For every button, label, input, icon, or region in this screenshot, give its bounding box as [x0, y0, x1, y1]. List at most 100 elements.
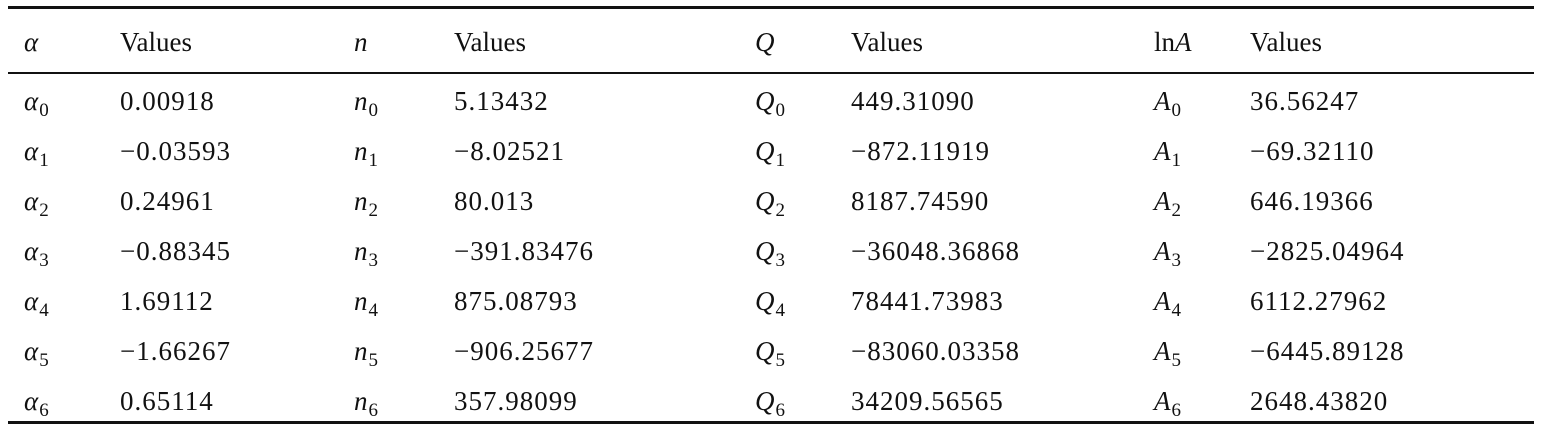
q-symbol-text: Q	[755, 236, 775, 266]
q-value-text: −872.11919	[851, 136, 990, 166]
q-value-text: 449.31090	[851, 86, 975, 116]
lna-value: −2825.04964	[1250, 226, 1404, 276]
a-symbol-text: A	[1154, 336, 1171, 366]
a-symbol-subscript: 6	[1171, 400, 1182, 421]
header-lna-var: A	[1175, 27, 1192, 57]
alpha-symbol-subscript: 5	[39, 350, 49, 371]
n-symbol-text: n	[354, 286, 368, 316]
n-value-text: −906.25677	[454, 336, 594, 366]
q-symbol: Q2	[755, 176, 785, 236]
a-symbol-text: A	[1154, 136, 1171, 166]
q-value: 34209.56565	[851, 376, 1004, 426]
alpha-value-text: 0.65114	[120, 386, 214, 416]
header-rule	[8, 72, 1534, 74]
n-symbol-subscript: 6	[368, 400, 379, 421]
alpha-symbol-subscript: 0	[39, 100, 49, 121]
lna-value-text: 6112.27962	[1250, 286, 1388, 316]
a-symbol-subscript: 5	[1171, 350, 1182, 371]
alpha-symbol-subscript: 1	[39, 150, 49, 171]
bottom-rule	[8, 421, 1534, 424]
lna-value-text: 2648.43820	[1250, 386, 1389, 416]
table-row: α1 −0.03593 n1 −8.02521 Q1 −872.11919 A1 −6…	[8, 126, 1534, 176]
alpha-value: −0.03593	[120, 126, 231, 176]
alpha-symbol-text: α	[24, 136, 39, 166]
alpha-value-text: −0.88345	[120, 236, 231, 266]
alpha-symbol: α5	[24, 326, 49, 386]
alpha-symbol-text: α	[24, 236, 39, 266]
q-symbol-text: Q	[755, 286, 775, 316]
alpha-value: 0.00918	[120, 76, 215, 126]
a-symbol-subscript: 3	[1171, 250, 1182, 271]
a-symbol: A4	[1154, 276, 1181, 336]
alpha-symbol-subscript: 3	[39, 250, 49, 271]
a-symbol-subscript: 0	[1171, 100, 1182, 121]
a-symbol-text: A	[1154, 386, 1171, 416]
alpha-value: −1.66267	[120, 326, 231, 376]
n-value: −391.83476	[454, 226, 594, 276]
q-symbol-text: Q	[755, 386, 775, 416]
q-value-text: −83060.03358	[851, 336, 1020, 366]
lna-value: 646.19366	[1250, 176, 1374, 226]
a-symbol: A6	[1154, 376, 1181, 436]
q-symbol-subscript: 6	[775, 400, 786, 421]
q-value-text: 8187.74590	[851, 186, 990, 216]
top-rule	[8, 6, 1534, 9]
q-symbol: Q1	[755, 126, 785, 186]
alpha-value-text: −1.66267	[120, 336, 231, 366]
a-symbol: A1	[1154, 126, 1181, 186]
a-symbol-subscript: 4	[1171, 300, 1182, 321]
n-symbol: n1	[354, 126, 378, 186]
n-value-text: −8.02521	[454, 136, 565, 166]
a-symbol-text: A	[1154, 236, 1171, 266]
header-alpha: α	[24, 27, 39, 57]
q-symbol-subscript: 5	[775, 350, 786, 371]
n-value-text: −391.83476	[454, 236, 594, 266]
alpha-value: 1.69112	[120, 276, 214, 326]
q-value: −36048.36868	[851, 226, 1020, 276]
header-values-1: Values	[120, 27, 192, 57]
header-lna: lnA	[1154, 14, 1192, 70]
q-symbol-subscript: 4	[775, 300, 786, 321]
n-symbol-subscript: 0	[368, 100, 379, 121]
alpha-value: 0.65114	[120, 376, 214, 426]
table-row: α6 0.65114 n6 357.98099 Q6 34209.56565 A6 2648.…	[8, 376, 1534, 426]
n-value: 80.013	[454, 176, 534, 226]
table-row: α3 −0.88345 n3 −391.83476 Q3 −36048.36868 A…	[8, 226, 1534, 276]
lna-value: −69.32110	[1250, 126, 1374, 176]
alpha-symbol-text: α	[24, 186, 39, 216]
alpha-symbol: α3	[24, 226, 49, 286]
n-symbol-text: n	[354, 136, 368, 166]
q-symbol: Q6	[755, 376, 785, 436]
q-symbol-subscript: 1	[775, 150, 786, 171]
a-symbol: A5	[1154, 326, 1181, 386]
n-symbol-text: n	[354, 86, 368, 116]
q-value-text: 78441.73983	[851, 286, 1004, 316]
alpha-value-text: 0.24961	[120, 186, 215, 216]
n-value: 875.08793	[454, 276, 578, 326]
n-symbol: n5	[354, 326, 378, 386]
alpha-symbol: α6	[24, 376, 49, 436]
a-symbol: A2	[1154, 176, 1181, 236]
q-value: −83060.03358	[851, 326, 1020, 376]
header-values-4: Values	[1250, 27, 1322, 57]
n-symbol-subscript: 2	[368, 200, 379, 221]
table-row: α4 1.69112 n4 875.08793 Q4 78441.73983 A4 6112.…	[8, 276, 1534, 326]
q-symbol-subscript: 3	[775, 250, 786, 271]
header-q: Q	[755, 27, 775, 57]
q-symbol-text: Q	[755, 86, 775, 116]
lna-value-text: −6445.89128	[1250, 336, 1405, 366]
lna-value-text: 646.19366	[1250, 186, 1374, 216]
a-symbol-subscript: 2	[1171, 200, 1182, 221]
q-symbol-subscript: 2	[775, 200, 786, 221]
a-symbol-text: A	[1154, 86, 1171, 116]
n-symbol: n4	[354, 276, 378, 336]
header-values-2: Values	[454, 27, 526, 57]
header-lna-prefix: ln	[1154, 27, 1176, 57]
a-symbol: A0	[1154, 76, 1181, 136]
n-symbol-text: n	[354, 336, 368, 366]
a-symbol-text: A	[1154, 186, 1171, 216]
q-symbol: Q4	[755, 276, 785, 336]
alpha-symbol-text: α	[24, 336, 39, 366]
lna-value-text: −2825.04964	[1250, 236, 1405, 266]
q-value: 78441.73983	[851, 276, 1004, 326]
